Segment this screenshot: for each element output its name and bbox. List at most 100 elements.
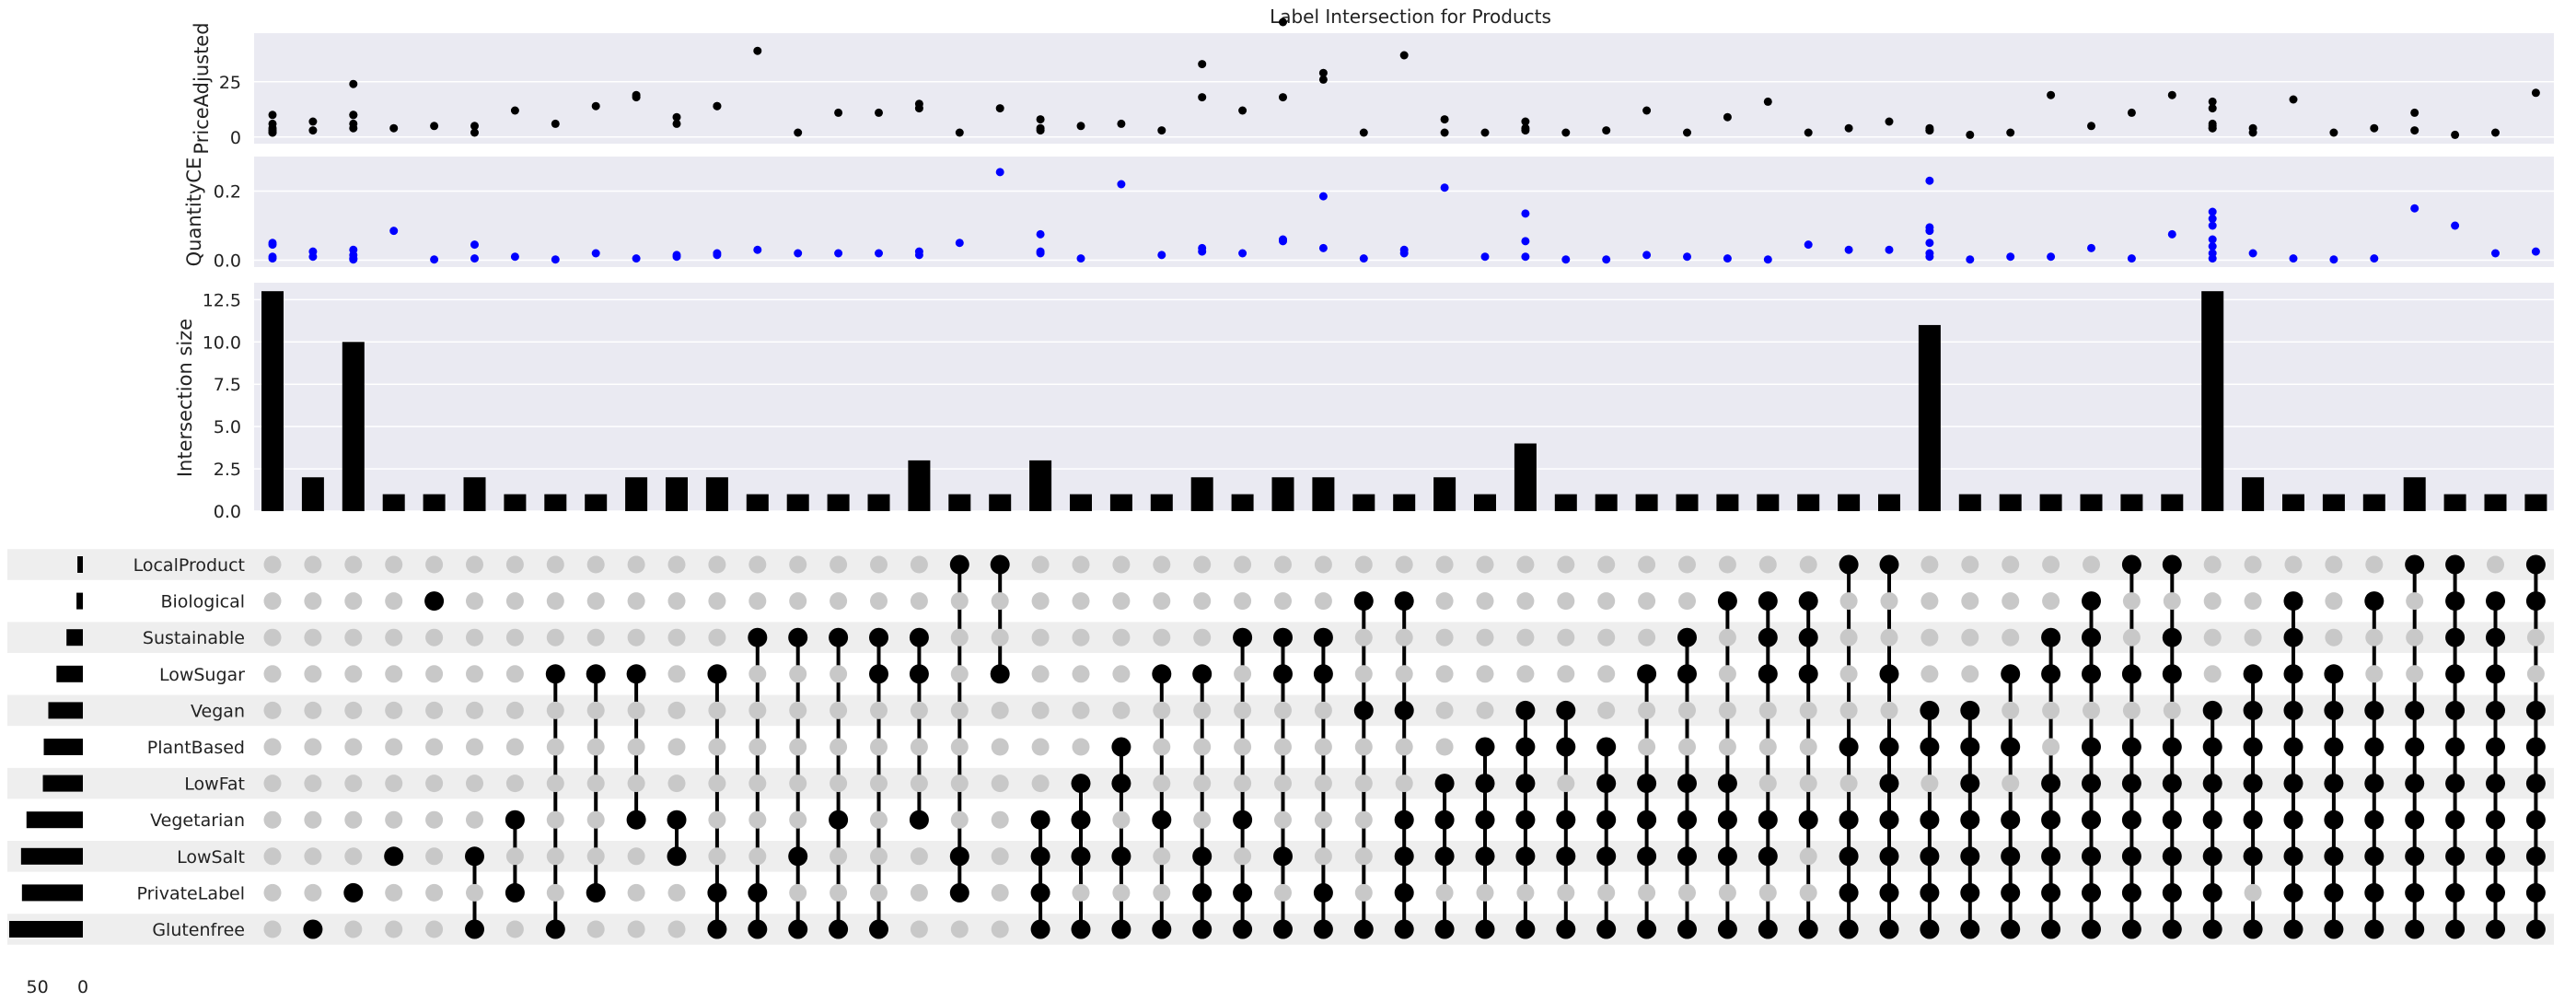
membership-dot-active [2202, 919, 2222, 939]
membership-dot-active [2445, 664, 2466, 684]
membership-dot-active [1313, 627, 1333, 647]
membership-dot-inactive [304, 738, 322, 756]
membership-dot-active [2082, 882, 2101, 903]
membership-dot-active [1515, 774, 1536, 794]
membership-dot-inactive [1274, 555, 1292, 574]
intersection-bar [2161, 494, 2184, 511]
membership-dot-inactive [1031, 775, 1050, 793]
price-point [753, 46, 762, 55]
membership-dot-active [1879, 882, 1899, 903]
membership-dot-active [2324, 919, 2344, 939]
membership-dot-inactive [1193, 555, 1212, 574]
price-point [1521, 117, 1530, 126]
membership-dot-inactive [1274, 592, 1292, 611]
membership-dot-inactive [505, 628, 524, 647]
intersection-bar [786, 494, 809, 511]
price-point [551, 119, 560, 128]
quantity-point [1480, 252, 1490, 262]
membership-dot-inactive [2122, 628, 2141, 647]
price-point [2531, 88, 2540, 98]
membership-dot-inactive [1031, 738, 1050, 756]
membership-dot-inactive [385, 628, 403, 647]
set-label: Sustainable [143, 628, 245, 648]
size-tick-label: 10.0 [203, 332, 241, 353]
membership-dot-active [2202, 737, 2222, 757]
membership-dot-inactive [1314, 775, 1332, 793]
membership-dot-inactive [870, 775, 888, 793]
membership-dot-active [303, 919, 323, 939]
membership-dot-inactive [1638, 592, 1656, 611]
price-ylabel: PriceAdjusted [191, 22, 213, 154]
membership-dot-active [2243, 846, 2263, 867]
quantity-point [1521, 209, 1530, 218]
set-size-bar [56, 665, 83, 682]
membership-dot-active [2486, 882, 2505, 903]
membership-dot-active [2283, 591, 2303, 612]
intersection-bar [382, 494, 405, 511]
membership-dot-inactive [870, 592, 888, 611]
membership-dot-active [909, 810, 929, 830]
quantity-point [1885, 245, 1894, 254]
membership-dot-inactive [1557, 883, 1575, 902]
membership-dot-inactive [263, 592, 282, 611]
membership-dot-active [2525, 700, 2546, 720]
membership-dot-inactive [748, 555, 767, 574]
membership-dot-inactive [1395, 665, 1413, 683]
membership-dot-active [829, 627, 849, 647]
membership-dot-active [2283, 737, 2303, 757]
membership-dot-inactive [1799, 847, 1817, 866]
set-label: Vegetarian [150, 810, 245, 831]
membership-dot-active [2486, 737, 2505, 757]
membership-dot-inactive [466, 665, 483, 683]
membership-dot-inactive [586, 810, 605, 829]
membership-dot-active [465, 919, 484, 939]
membership-dot-inactive [1354, 775, 1373, 793]
membership-dot-active [2162, 846, 2182, 867]
price-point [1318, 75, 1328, 84]
membership-dot-active [1111, 846, 1131, 867]
membership-dot-inactive [2042, 555, 2060, 574]
membership-dot-inactive [1395, 555, 1413, 574]
membership-dot-inactive [627, 628, 645, 647]
membership-dot-active [1677, 846, 1697, 867]
membership-dot-inactive [910, 592, 928, 611]
quantity-point [430, 255, 439, 264]
membership-dot-inactive [2487, 555, 2504, 574]
membership-dot-active [586, 882, 606, 903]
intersection-bar [1595, 494, 1618, 511]
membership-dot-inactive [2365, 555, 2384, 574]
membership-dot-inactive [425, 738, 444, 756]
membership-dot-active [1030, 919, 1050, 939]
membership-dot-active [2121, 846, 2141, 867]
membership-dot-inactive [1112, 810, 1131, 829]
set-size-bar [42, 775, 83, 792]
intersection-bar [1474, 494, 1496, 511]
membership-dot-active [1839, 554, 1859, 575]
membership-dot-inactive [425, 847, 444, 866]
price-point [2208, 104, 2217, 113]
membership-dot-active [2162, 737, 2182, 757]
membership-dot-inactive [1476, 592, 1494, 611]
membership-dot-active [1111, 774, 1131, 794]
membership-dot-inactive [627, 555, 645, 574]
membership-dot-inactive [1516, 628, 1535, 647]
membership-dot-active [1717, 810, 1737, 830]
membership-dot-inactive [950, 665, 969, 683]
membership-dot-active [2001, 810, 2021, 830]
price-point [268, 128, 277, 137]
intersection-bar [989, 494, 1012, 511]
membership-dot-active [2525, 810, 2546, 830]
membership-dot-inactive [1193, 775, 1212, 793]
membership-dot-inactive [1557, 555, 1575, 574]
membership-dot-active [2324, 846, 2344, 867]
quantity-point [1440, 183, 1449, 192]
membership-dot-active [2082, 737, 2101, 757]
membership-dot-inactive [830, 555, 848, 574]
membership-dot-inactive [1839, 592, 1858, 611]
membership-dot-active [2486, 846, 2505, 867]
intersection-bar [1676, 494, 1699, 511]
price-point [1642, 106, 1652, 115]
membership-dot-active [2202, 810, 2222, 830]
intersection-bar [1999, 494, 2022, 511]
intersection-bar [1716, 494, 1739, 511]
